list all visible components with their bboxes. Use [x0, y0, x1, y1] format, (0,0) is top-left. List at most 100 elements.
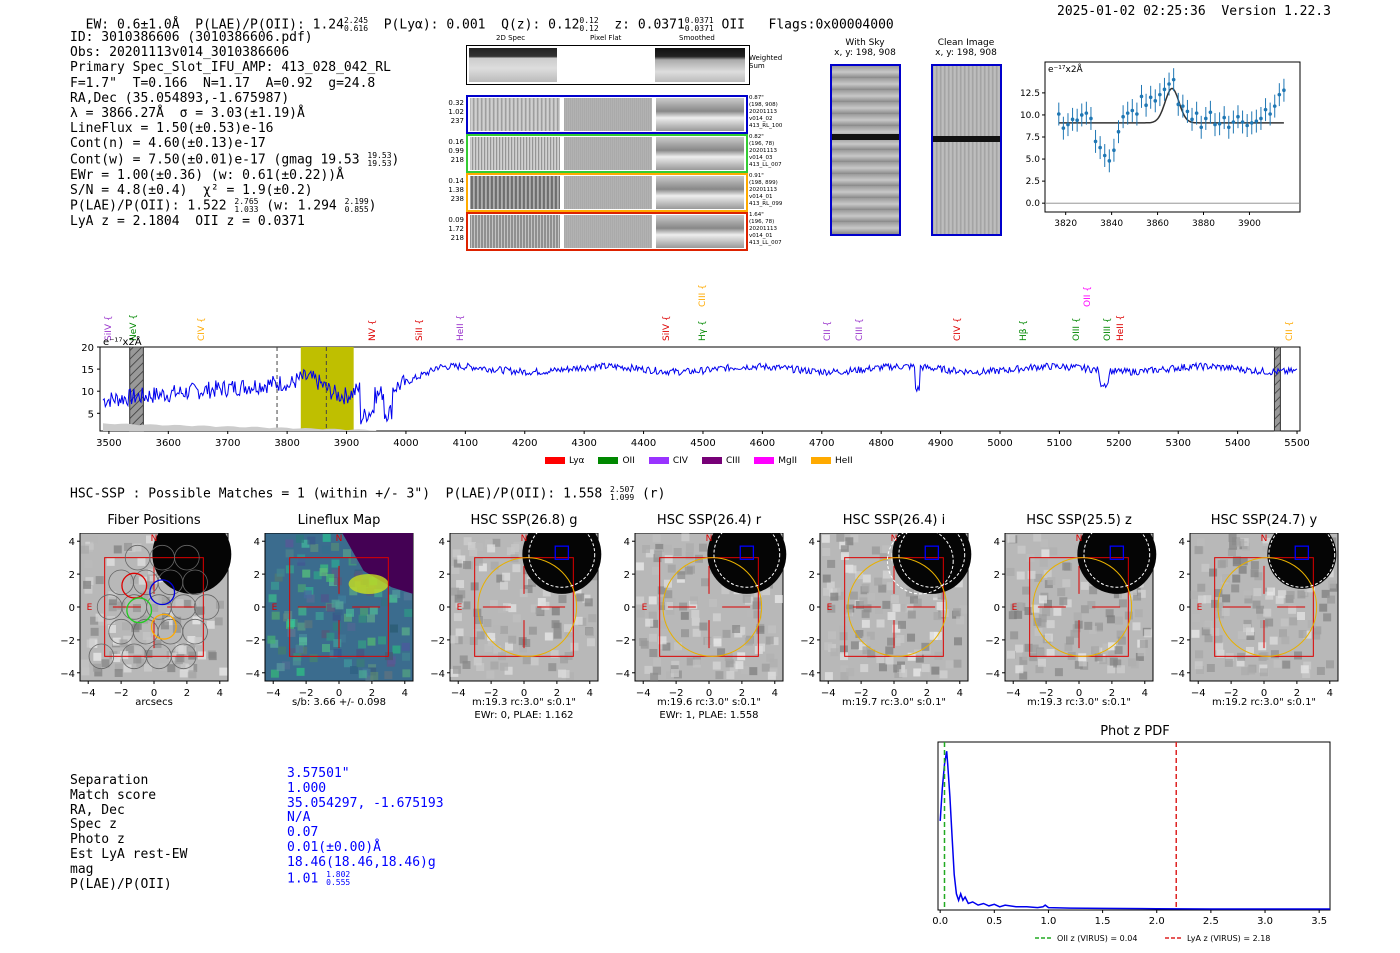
- full-xtick-label: 3700: [215, 438, 240, 449]
- spec-row-right-meta: 0.91" (198, 899) 20201113 v014_01 413_RL_099: [749, 173, 789, 208]
- hsc-pixel: [940, 608, 949, 617]
- zoom-data-point: [1158, 92, 1162, 97]
- hsc-pixel: [699, 543, 708, 552]
- hsc-bright-source: [892, 533, 972, 594]
- hsc-pixel: [1229, 541, 1238, 550]
- hsc-pixel: [528, 626, 537, 635]
- hsc-pixel: [1224, 658, 1233, 667]
- hsc-pixel: [301, 539, 310, 548]
- hsc-pixel: [370, 671, 379, 680]
- match-values: 3.57501" 1.000 35.054297, -1.675193 N/A …: [287, 766, 444, 887]
- hsc-pixel: [1047, 576, 1056, 585]
- plae-w-lo: 0.855: [344, 205, 369, 215]
- photz-xtick-label: 1.0: [1040, 916, 1056, 927]
- compass-east: E: [87, 603, 93, 613]
- hsc-pixel: [933, 631, 942, 640]
- hsc-pixel: [116, 601, 125, 610]
- hsc-pixel: [195, 607, 204, 616]
- hsc-pixel: [295, 644, 304, 653]
- hsc-pixel: [1087, 601, 1096, 610]
- hsc-pixel: [107, 615, 116, 624]
- hsc-pixel: [309, 654, 318, 663]
- hsc-pixel: [1040, 539, 1049, 548]
- hsc-pixel: [467, 542, 476, 551]
- hsc-xtick-label: 4: [772, 688, 778, 699]
- hsc-pixel: [1195, 650, 1204, 659]
- version: Version 1.22.3: [1221, 4, 1331, 19]
- hsc-pixel: [452, 549, 461, 558]
- hsc-pixel: [175, 598, 184, 607]
- hsc-pixel: [756, 625, 765, 634]
- legend-item-oii: OII: [598, 456, 635, 466]
- hsc-pixel: [859, 597, 868, 606]
- hsc-ytick-label: 2: [994, 570, 1000, 581]
- hsc-pixel: [1062, 562, 1071, 571]
- hsc-ytick-label: 2: [439, 570, 445, 581]
- hsc-header: HSC-SSP : Possible Matches = 1 (within +…: [70, 486, 665, 502]
- hsc-pixel: [208, 652, 217, 661]
- hsc-pixel: [1039, 558, 1048, 567]
- hsc-pixel: [717, 648, 726, 657]
- hsc-pixel: [401, 627, 410, 636]
- hsc-pixel: [1144, 629, 1153, 638]
- hsc-fiber: [88, 643, 115, 670]
- photz-legend-lya: LyA z (VIRUS) = 2.18: [1187, 934, 1270, 943]
- hsc-pixel: [307, 536, 316, 545]
- zoom-ytick-label: 2.5: [1026, 177, 1040, 187]
- hsc-pixel: [1134, 609, 1143, 618]
- hsc-aperture: [662, 557, 763, 657]
- hsc-pixel: [653, 666, 662, 675]
- zoom-data-point: [1093, 139, 1098, 144]
- hsc-xtick-label: −2: [299, 688, 314, 699]
- hsc-pixel: [1080, 581, 1089, 590]
- hsc-pixel: [285, 539, 294, 548]
- hsc-pixel: [95, 576, 104, 585]
- full-xtick-label: 5100: [1047, 438, 1072, 449]
- hsc-pixel: [766, 653, 775, 662]
- with-sky-panel: With Sky x, y: 198, 908: [820, 38, 910, 236]
- hsc-pixel: [322, 644, 331, 653]
- hsc-xtick-label: 2: [369, 688, 375, 699]
- hsc-cutout-0: N E 4 −4 2 −2 0 0 −2 2 −4 4: [60, 533, 232, 699]
- hsc-pixel: [855, 630, 864, 639]
- col-title-smoothed: Smoothed: [679, 34, 715, 42]
- hsc-pixel: [636, 609, 645, 618]
- hsc-title-0: Fiber Positions: [107, 513, 201, 528]
- hsc-pixel: [867, 649, 876, 658]
- match-value-photoz: 0.07: [287, 825, 319, 841]
- hsc-match-box: [1109, 545, 1125, 560]
- hsc-cutout-3: N E 4 −4 2 −2 0 0 −2 2 −4 4: [615, 533, 787, 699]
- hsc-pixel: [1036, 648, 1045, 657]
- hsc-pixel: [1099, 656, 1108, 665]
- hsc-pixel: [158, 594, 167, 603]
- hsc-pixel: [1214, 589, 1223, 598]
- hsc-pixel: [329, 578, 338, 587]
- legend-item-mgii: MgII: [754, 456, 797, 466]
- hsc-ytick-label: −2: [800, 636, 815, 647]
- hsc-pixel: [1238, 565, 1247, 574]
- hsc-pixel: [898, 603, 907, 612]
- hsc-pixel: [1073, 612, 1082, 621]
- spec-row-2d: [470, 176, 560, 209]
- hsc-pixel: [1237, 652, 1246, 661]
- match-value-radec: 35.054297, -1.675193: [287, 795, 444, 811]
- hsc-pixel: [1124, 611, 1133, 620]
- hsc-pixel: [1034, 573, 1043, 582]
- hsc-pixel: [1191, 614, 1200, 623]
- hsc-pixel: [874, 606, 883, 615]
- hsc-title-1: Lineflux Map: [297, 513, 381, 528]
- zoom-data-point: [1272, 104, 1277, 108]
- hsc-pixel: [921, 642, 930, 651]
- hsc-pixel: [1206, 663, 1215, 672]
- hsc-pixel: [680, 611, 689, 620]
- hsc-pixel: [285, 549, 294, 558]
- hsc-pixel: [186, 646, 195, 655]
- hsc-pixel: [648, 596, 657, 605]
- photz-title: Phot z PDF: [1100, 724, 1170, 739]
- hsc-pixel: [492, 538, 501, 547]
- hsc-pixel: [644, 665, 653, 674]
- hsc-pixel: [823, 587, 832, 596]
- hsc-pixel: [1215, 642, 1224, 651]
- hsc-pixel: [862, 646, 871, 655]
- hsc-pixel: [1247, 666, 1256, 675]
